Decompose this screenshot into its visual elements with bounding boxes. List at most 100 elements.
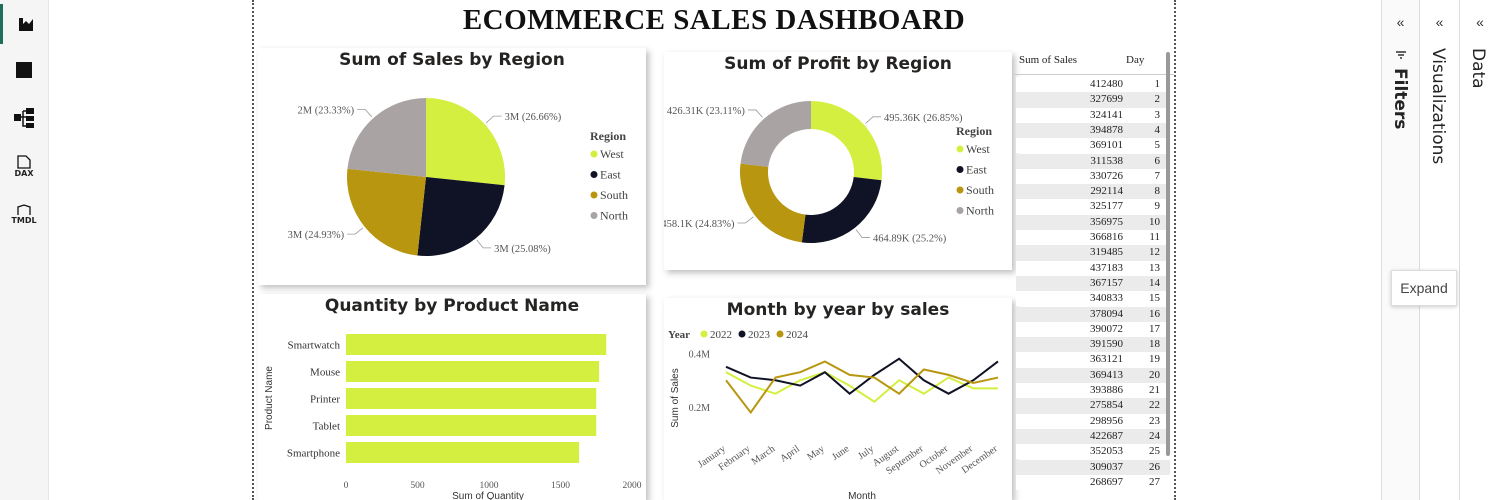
cell-sum-of-sales: 325177 xyxy=(1090,200,1123,213)
table-view-button[interactable] xyxy=(0,50,48,90)
bar-x-tick-label: 1500 xyxy=(551,481,570,491)
pie-leader-line xyxy=(476,239,492,249)
table-row[interactable]: 352053 25 xyxy=(1016,444,1170,460)
table-row[interactable]: 340833 15 xyxy=(1016,291,1170,307)
legend-item-west[interactable]: West xyxy=(600,147,624,161)
line-series-2022[interactable] xyxy=(725,371,998,404)
pie-slice-east[interactable] xyxy=(417,177,505,256)
pie-slice-east[interactable] xyxy=(801,176,882,244)
pie-slice-south[interactable] xyxy=(740,163,806,243)
cell-day: 19 xyxy=(1149,353,1160,366)
table-row[interactable]: 363121 19 xyxy=(1016,352,1170,368)
legend-item-south[interactable]: South xyxy=(600,188,628,202)
line-legend-marker-2022 xyxy=(700,330,708,338)
legend-marker-north xyxy=(956,207,964,214)
legend-item-south[interactable]: South xyxy=(966,183,994,197)
legend-item-east[interactable]: East xyxy=(600,168,621,182)
data-pane-collapsed[interactable]: « Data xyxy=(1459,0,1500,500)
bar-smartwatch[interactable] xyxy=(346,334,607,355)
cell-day: 8 xyxy=(1154,185,1161,198)
cell-sum-of-sales: 366816 xyxy=(1090,231,1123,243)
column-header-day[interactable]: Day xyxy=(1126,54,1145,66)
table-row[interactable]: 412480 1 xyxy=(1016,77,1170,93)
bar-x-axis-label: Sum of Quantity xyxy=(452,491,524,500)
data-expand-chevron-icon[interactable]: « xyxy=(1476,14,1484,30)
table-row[interactable]: 327699 2 xyxy=(1016,92,1170,108)
bar-x-tick-label: 2000 xyxy=(623,481,642,491)
cell-day: 1 xyxy=(1154,78,1161,90)
filter-icon xyxy=(1396,51,1406,59)
table-row[interactable]: 275854 22 xyxy=(1016,398,1170,414)
line-legend-item-2024[interactable]: 2024 xyxy=(786,329,809,341)
pie-slice-south[interactable] xyxy=(347,168,426,256)
table-row[interactable]: 298956 23 xyxy=(1016,413,1170,429)
model-view-button[interactable] xyxy=(0,98,48,138)
table-row[interactable]: 268697 27 xyxy=(1016,474,1170,491)
table-row[interactable]: 311538 6 xyxy=(1016,153,1170,169)
pie-leader-line xyxy=(485,115,502,124)
pie-leader-line xyxy=(865,116,882,124)
pie-slice-west[interactable] xyxy=(811,101,882,181)
bar-x-tick-label: 0 xyxy=(344,481,349,491)
dashboard-title: ECOMMERCE SALES DASHBOARD xyxy=(462,4,966,36)
cell-sum-of-sales: 311538 xyxy=(1090,154,1123,167)
legend-item-east[interactable]: East xyxy=(966,163,987,177)
sales-by-day-table[interactable]: Sum of Sales Day 412480 1 327699 2 324141 3 39… xyxy=(1014,48,1174,500)
table-row[interactable]: 330726 7 xyxy=(1016,168,1170,185)
line-legend-item-2023[interactable]: 2023 xyxy=(748,329,771,341)
table-row[interactable]: 393886 21 xyxy=(1016,383,1170,399)
bar-tablet[interactable] xyxy=(346,415,597,436)
pie-data-label: 3M (24.93%) xyxy=(288,230,345,241)
report-view-button[interactable] xyxy=(0,4,48,44)
filters-pane-collapsed[interactable]: « Filters xyxy=(1381,0,1419,500)
visualizations-pane-collapsed[interactable]: « Visualizations xyxy=(1419,0,1459,500)
table-row[interactable]: 309037 26 xyxy=(1016,459,1170,475)
line-legend-item-2022[interactable]: 2022 xyxy=(710,329,732,341)
pie-slice-west[interactable] xyxy=(426,98,505,186)
visualizations-expand-chevron-icon[interactable]: « xyxy=(1435,14,1444,30)
line-y-tick-label: 0.4M xyxy=(689,349,711,360)
line-series-2024[interactable] xyxy=(725,360,999,415)
table-row[interactable]: 366816 11 xyxy=(1016,230,1170,246)
line-series-2023[interactable] xyxy=(725,357,999,395)
bar-x-tick-label: 500 xyxy=(410,481,425,491)
cell-sum-of-sales: 394878 xyxy=(1090,123,1123,136)
table-row[interactable]: 319485 12 xyxy=(1016,245,1170,261)
tmdl-view-button[interactable]: TMDL xyxy=(0,194,48,234)
table-row[interactable]: 378094 16 xyxy=(1016,306,1170,322)
profit-by-region-card[interactable]: Sum of Profit by Region Region 495.36K (… xyxy=(664,52,1012,270)
table-row[interactable]: 369101 5 xyxy=(1016,138,1170,154)
table-row[interactable]: 367157 14 xyxy=(1016,275,1170,292)
month-by-year-card[interactable]: Month by year by sales Year Sum of Sales… xyxy=(664,298,1012,500)
dax-query-button[interactable]: DAX xyxy=(0,146,48,186)
table-row[interactable]: 390072 17 xyxy=(1016,321,1170,338)
bar-smartphone[interactable] xyxy=(346,442,580,463)
table-row[interactable]: 356975 10 xyxy=(1016,214,1170,230)
table-row[interactable]: 324141 3 xyxy=(1016,107,1170,123)
table-scrollbar[interactable] xyxy=(1166,52,1170,456)
sales-by-region-card[interactable]: Sum of Sales by Region Region 3M (26.66%… xyxy=(258,48,646,285)
filters-expand-chevron-icon[interactable]: « xyxy=(1396,14,1405,30)
quantity-by-product-card[interactable]: Quantity by Product Name Product Name Su… xyxy=(258,294,646,500)
bar-category-label: Printer xyxy=(310,394,340,406)
column-header-sum-of-sales[interactable]: Sum of Sales xyxy=(1019,54,1078,66)
table-row[interactable]: 422687 24 xyxy=(1016,428,1170,445)
table-row[interactable]: 292114 8 xyxy=(1016,184,1170,200)
legend-item-north[interactable]: North xyxy=(600,209,628,223)
cell-sum-of-sales: 327699 xyxy=(1090,93,1123,106)
bar-printer[interactable] xyxy=(346,388,597,409)
table-row[interactable]: 369413 20 xyxy=(1016,367,1170,383)
table-row[interactable]: 437183 13 xyxy=(1016,260,1170,276)
table-row[interactable]: 325177 9 xyxy=(1016,199,1170,215)
pie-slice-north[interactable] xyxy=(740,101,811,167)
legend-item-west[interactable]: West xyxy=(966,142,990,156)
bar-mouse[interactable] xyxy=(346,361,600,382)
cell-sum-of-sales: 298956 xyxy=(1090,414,1123,427)
table-row[interactable]: 394878 4 xyxy=(1016,122,1170,139)
filters-pane-label: Filters xyxy=(1390,68,1410,130)
legend-item-north[interactable]: North xyxy=(966,204,994,218)
pie-slice-north[interactable] xyxy=(347,98,426,177)
pie-leader-line xyxy=(737,216,754,224)
cell-day: 11 xyxy=(1149,231,1160,243)
table-row[interactable]: 391590 18 xyxy=(1016,337,1170,353)
